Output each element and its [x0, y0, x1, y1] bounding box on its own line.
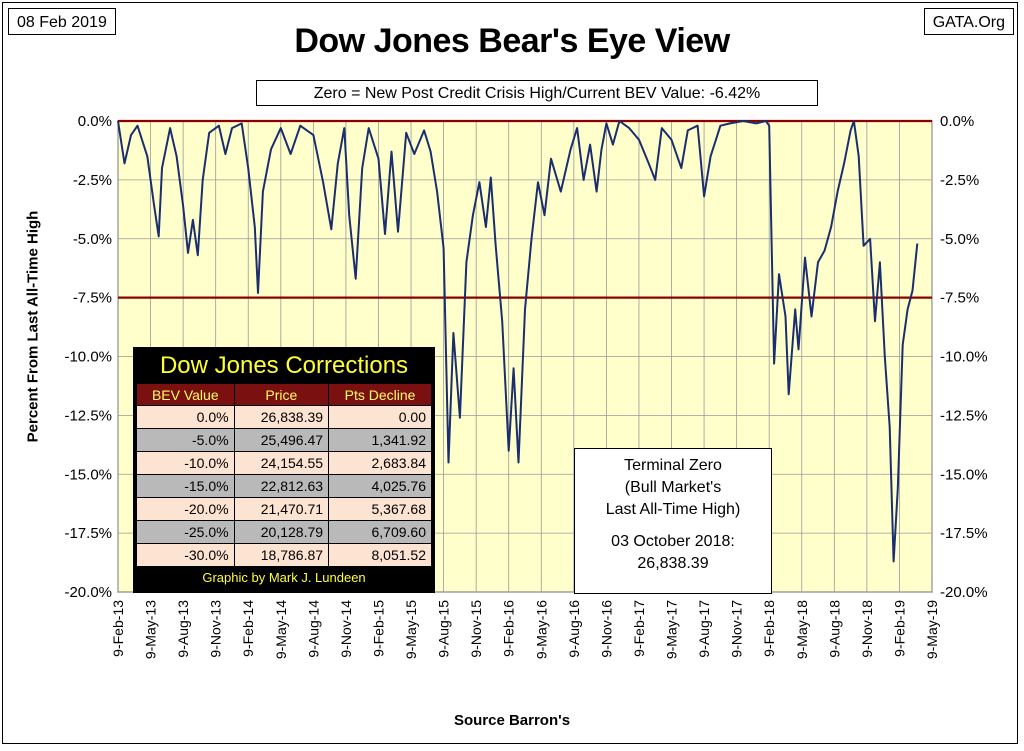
x-tick-label: 9-Nov-14	[338, 600, 354, 658]
table-cell: 21,470.71	[233, 497, 330, 521]
y-tick-label-right: -10.0%	[940, 349, 988, 366]
y-tick-label-left: -15.0%	[64, 466, 112, 483]
x-tick-label: 9-Aug-15	[436, 600, 452, 658]
x-tick-label: 9-Aug-14	[305, 600, 321, 658]
x-tick-label: 9-May-18	[794, 600, 810, 659]
table-row: -10.0% 24,154.55 2,683.84	[136, 451, 432, 475]
table-cell: 0.00	[328, 405, 432, 429]
y-tick-label-left: -5.0%	[73, 231, 112, 248]
x-tick-label: 9-Feb-19	[891, 600, 907, 657]
table-cell: 8,051.52	[328, 543, 432, 567]
table-cell: 4,025.76	[328, 474, 432, 498]
y-tick-label-right: 0.0%	[940, 113, 974, 130]
y-tick-label-left: -20.0%	[64, 584, 112, 601]
y-tick-label-right: -15.0%	[940, 466, 988, 483]
corrections-header-decline: Pts Decline	[328, 383, 432, 406]
chart-subtitle: Zero = New Post Credit Crisis High/Curre…	[256, 80, 818, 106]
x-tick-label: 9-Feb-15	[370, 600, 386, 657]
source-label: Source Barron's	[453, 712, 571, 729]
x-tick-label: 9-Aug-17	[696, 600, 712, 658]
table-cell: 20,128.79	[233, 520, 330, 544]
table-cell: 26,838.39	[233, 405, 330, 429]
table-row: 0.0% 26,838.39 0.00	[136, 405, 432, 429]
x-tick-label: 9-May-14	[273, 600, 289, 659]
y-tick-label-right: -2.5%	[940, 172, 979, 189]
x-tick-label: 9-May-15	[403, 600, 419, 659]
terminal-line: Last All-Time High)	[605, 501, 741, 518]
table-row: -15.0% 22,812.63 4,025.76	[136, 474, 432, 498]
terminal-line: 26,838.39	[637, 555, 709, 572]
terminal-line: 03 October 2018:	[611, 533, 735, 550]
y-axis-label: Percent From Last All-Time High	[24, 210, 42, 443]
terminal-line: Terminal Zero	[624, 457, 722, 474]
x-tick-label: 9-Nov-15	[468, 600, 484, 658]
table-cell: 18,786.87	[233, 543, 330, 567]
x-tick-label: 9-Feb-16	[501, 600, 517, 657]
x-tick-label: 9-Feb-18	[761, 600, 777, 657]
y-tick-label-left: -12.5%	[64, 407, 112, 424]
y-tick-label-right: -17.5%	[940, 525, 988, 542]
x-tick-label: 9-Aug-16	[566, 600, 582, 658]
corrections-credit: Graphic by Mark J. Lundeen	[202, 570, 366, 585]
table-cell: -5.0%	[136, 428, 235, 452]
x-tick-label: 9-May-19	[924, 600, 940, 659]
table-cell: 6,709.60	[328, 520, 432, 544]
x-tick-label: 9-May-17	[664, 600, 680, 659]
x-tick-label: 9-Feb-17	[631, 600, 647, 657]
terminal-zero-box: Terminal Zero (Bull Market's Last All-Ti…	[574, 448, 772, 594]
y-tick-label-left: -10.0%	[64, 349, 112, 366]
x-tick-label: 9-Nov-18	[859, 600, 875, 658]
table-row: -30.0% 18,786.87 8,051.52	[136, 543, 432, 567]
y-tick-label-left: -2.5%	[73, 172, 112, 189]
x-tick-label: 9-Nov-17	[729, 600, 745, 658]
corrections-title: Dow Jones Corrections	[159, 352, 409, 379]
x-tick-label: 9-Feb-13	[110, 600, 126, 657]
corrections-header-price: Price	[233, 383, 330, 406]
terminal-line: (Bull Market's	[624, 479, 722, 496]
corrections-table: BEV Value Price Pts Decline 0.0% 26,838.…	[136, 383, 432, 567]
y-tick-label-right: -20.0%	[940, 584, 988, 601]
table-cell: -30.0%	[136, 543, 235, 567]
table-cell: 5,367.68	[328, 497, 432, 521]
date-box: 08 Feb 2019	[8, 8, 116, 35]
table-cell: 2,683.84	[328, 451, 432, 475]
x-tick-label: 9-Nov-16	[598, 600, 614, 658]
table-cell: -20.0%	[136, 497, 235, 521]
chart-title: Dow Jones Bear's Eye View	[294, 22, 730, 60]
table-cell: -25.0%	[136, 520, 235, 544]
table-cell: 25,496.47	[233, 428, 330, 452]
table-cell: 1,341.92	[328, 428, 432, 452]
y-tick-label-left: -7.5%	[73, 290, 112, 307]
table-cell: -10.0%	[136, 451, 235, 475]
bev-series-line	[117, 120, 919, 563]
y-tick-label-right: -5.0%	[940, 231, 979, 248]
table-row: -5.0% 25,496.47 1,341.92	[136, 428, 432, 452]
x-tick-label: 9-Nov-13	[208, 600, 224, 658]
y-tick-label-right: -7.5%	[940, 290, 979, 307]
site-box: GATA.Org	[923, 8, 1014, 35]
table-cell: 22,812.63	[233, 474, 330, 498]
x-tick-label: 9-Aug-13	[175, 600, 191, 658]
table-cell: 0.0%	[136, 405, 235, 429]
table-row: -20.0% 21,470.71 5,367.68	[136, 497, 432, 521]
table-row: -25.0% 20,128.79 6,709.60	[136, 520, 432, 544]
corrections-header-bev: BEV Value	[136, 383, 235, 406]
corrections-table-panel: Dow Jones Corrections BEV Value Price Pt…	[133, 347, 435, 593]
table-cell: 24,154.55	[233, 451, 330, 475]
y-tick-label-left: 0.0%	[78, 113, 112, 130]
x-tick-label: 9-Aug-18	[826, 600, 842, 658]
x-tick-label: 9-May-13	[143, 600, 159, 659]
table-cell: -15.0%	[136, 474, 235, 498]
x-tick-label: 9-Feb-14	[240, 600, 256, 657]
y-tick-label-right: -12.5%	[940, 407, 988, 424]
y-tick-label-left: -17.5%	[64, 525, 112, 542]
x-tick-label: 9-May-16	[533, 600, 549, 659]
